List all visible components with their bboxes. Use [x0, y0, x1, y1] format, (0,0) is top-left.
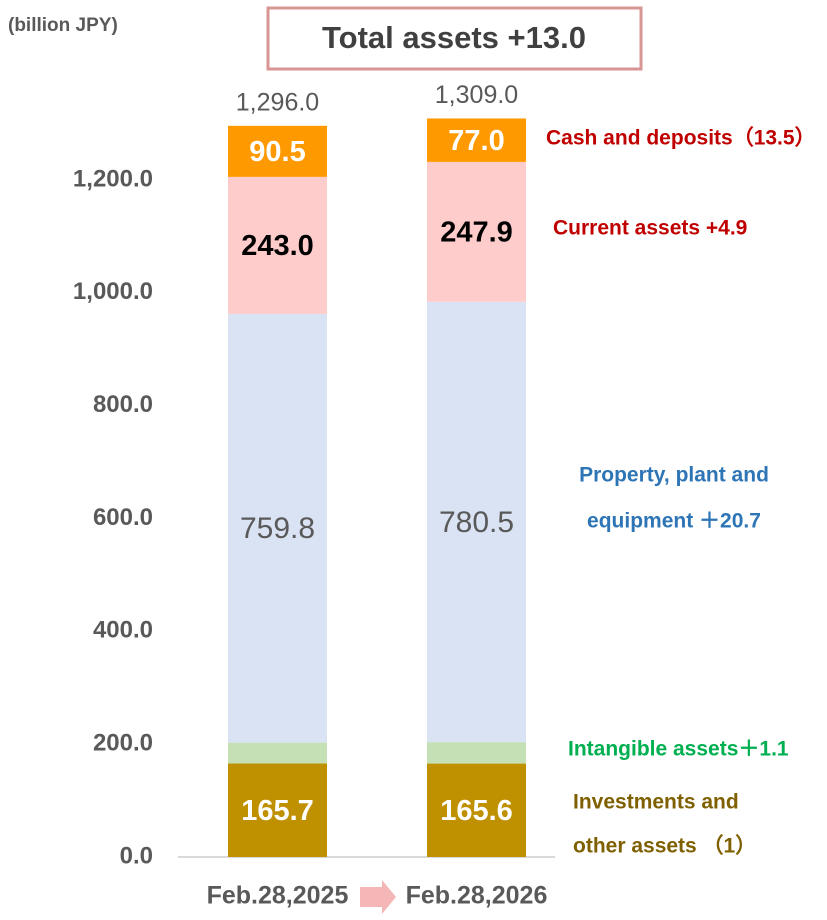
value-label: 77.0	[448, 125, 504, 157]
unit-label: (billion JPY)	[8, 15, 118, 36]
y-tick-label: 800.0	[93, 391, 153, 418]
bar-segment	[228, 742, 327, 764]
y-tick-label: 400.0	[93, 617, 153, 644]
value-label: 165.6	[440, 795, 513, 827]
total-label: 1,309.0	[435, 81, 518, 109]
y-tick-label: 0.0	[120, 842, 153, 869]
chart-title: Total assets +13.0	[322, 20, 586, 55]
annotation: Current assets +4.9	[553, 217, 747, 240]
bar-segment	[427, 301, 526, 743]
bar-segment	[427, 742, 526, 764]
bar-segment	[228, 125, 327, 177]
value-label: 243.0	[241, 230, 314, 262]
value-label: 90.5	[249, 136, 305, 168]
bar-segment	[228, 313, 327, 743]
value-label: 165.7	[241, 795, 314, 827]
value-label: 780.5	[439, 506, 514, 539]
bar-segment	[427, 161, 526, 302]
x-tick-label: Feb.28,2025	[207, 882, 349, 910]
annotation: other assets （1）	[573, 834, 756, 858]
title-box	[266, 6, 643, 71]
y-tick-label: 200.0	[93, 730, 153, 757]
annotation: Property, plant and	[579, 464, 769, 487]
bar-segment	[228, 763, 327, 857]
x-tick-label: Feb.28,2026	[406, 882, 548, 910]
total-label: 1,296.0	[236, 88, 319, 116]
annotation: Investments and	[573, 791, 739, 814]
bar-segment	[228, 176, 327, 314]
annotation: equipment ＋20.7	[587, 510, 761, 533]
annotation: Intangible assets＋1.1	[568, 738, 789, 761]
bar-segment	[427, 118, 526, 162]
bar-segment	[427, 763, 526, 857]
value-label: 247.9	[440, 216, 513, 248]
y-tick-label: 1,000.0	[73, 278, 153, 305]
y-tick-label: 600.0	[93, 504, 153, 531]
value-label: 759.8	[240, 512, 315, 545]
arrow	[360, 880, 396, 914]
y-tick-label: 1,200.0	[73, 165, 153, 192]
annotation: Cash and deposits（13.5）	[546, 126, 816, 150]
